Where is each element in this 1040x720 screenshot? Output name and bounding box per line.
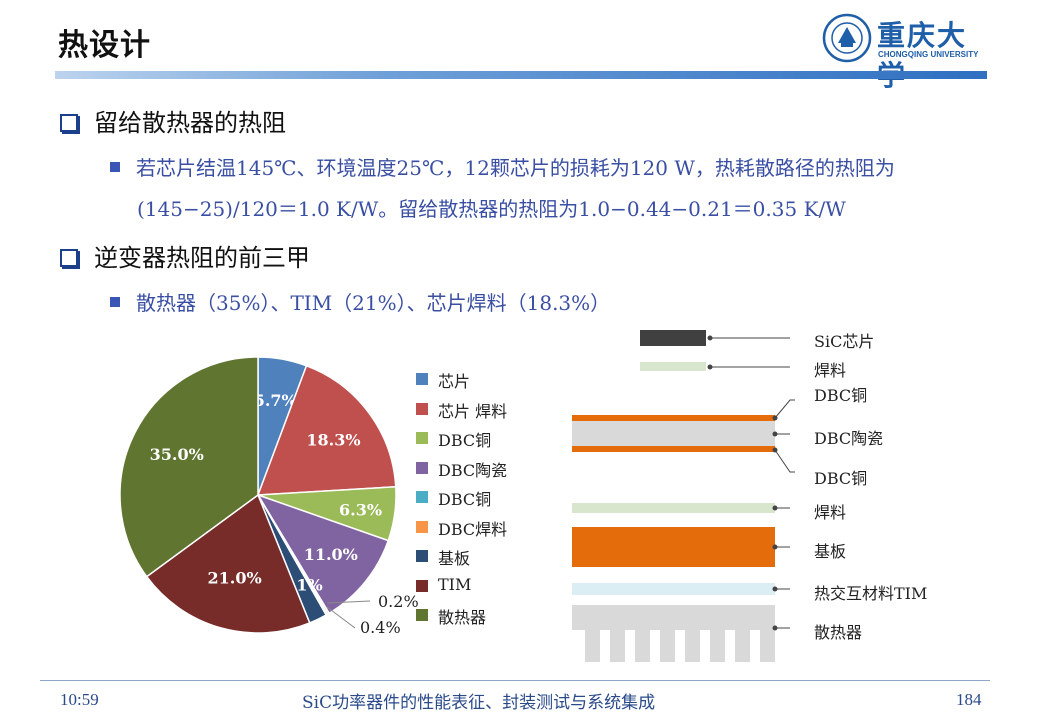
pie-slice: [145, 493, 311, 634]
dbc-copper-bottom-layer: [572, 446, 775, 452]
legend-item: DBC铜: [416, 486, 576, 509]
label-heatsink: 散热器: [814, 623, 863, 642]
legend-item: DBC焊料: [416, 516, 576, 539]
legend-swatch: [416, 373, 428, 385]
legend-item: DBC陶瓷: [416, 457, 576, 480]
label-sic-chip: SiC芯片: [814, 332, 875, 351]
section-heading-2: 逆变器热阻的前三甲: [60, 238, 310, 273]
section-heading-1: 留给散热器的热阻: [60, 103, 286, 138]
section-heading-2-text: 逆变器热阻的前三甲: [94, 244, 310, 272]
pie-slice-label: 0.2%: [378, 592, 419, 611]
label-chip-solder: 焊料: [814, 361, 847, 380]
tim-layer: [572, 583, 775, 595]
footer-time: 10:59: [60, 690, 99, 709]
dbc-ceramic-layer: [572, 421, 775, 446]
bullet-item-1-text: 若芯片结温145℃、环境温度25℃，12颗芯片的损耗为120 W，热耗散路径的热…: [136, 156, 895, 180]
legend-item: 芯片 焊料: [416, 398, 576, 421]
checkbox-bullet-icon: [60, 114, 78, 132]
square-bullet-icon: [110, 162, 120, 172]
label-dbc-copper-bottom: DBC铜: [814, 469, 868, 488]
thermal-resistance-pie-chart: 5.7%18.3%6.3%11.0%0.2%2.1%21.0%35.0%0.4%: [119, 356, 419, 637]
bullet-item-1: 若芯片结温145℃、环境温度25℃，12颗芯片的损耗为120 W，热耗散路径的热…: [110, 152, 895, 181]
pie-leader-line: [326, 600, 371, 604]
module-layer-stack-diagram: [572, 330, 795, 662]
legend-label: DBC焊料: [438, 519, 508, 539]
legend-swatch: [416, 579, 428, 592]
legend-swatch: [416, 609, 428, 621]
pie-slice-label: 21.0%: [208, 568, 262, 587]
legend-item: TIM: [416, 575, 576, 595]
footer-divider: [40, 680, 990, 681]
bullet-item-2: 散热器（35%）、TIM（21%）、芯片焊料（18.3%）: [110, 287, 610, 316]
pie-slice-label: 35.0%: [150, 445, 204, 464]
legend-label: DBC铜: [438, 431, 492, 450]
pie-slice-label: 6.3%: [339, 500, 382, 519]
header-divider-bar: [55, 71, 987, 79]
label-dbc-copper-top: DBC铜: [814, 386, 868, 405]
legend-swatch: [416, 432, 428, 444]
university-logo: 重庆大学 CHONGQING UNIVERSITY: [820, 10, 990, 92]
label-baseplate: 基板: [814, 542, 847, 561]
pie-slice: [119, 356, 259, 578]
legend-label: DBC铜: [438, 490, 492, 509]
legend-label: TIM: [438, 574, 472, 594]
pie-slice-label: 11.0%: [304, 545, 358, 564]
legend-item: 芯片: [416, 368, 576, 391]
legend-swatch: [416, 491, 428, 503]
label-dbc-solder: 焊料: [814, 503, 847, 522]
legend-label: 芯片 焊料: [438, 401, 508, 421]
legend-item: 基板: [416, 545, 576, 568]
pie-slice-label: 5.7%: [254, 391, 297, 410]
legend-label: 散热器: [438, 608, 487, 627]
legend-label: 芯片: [438, 372, 471, 391]
baseplate-layer: [572, 527, 775, 567]
dbc-copper-top-layer: [572, 415, 775, 421]
bullet-item-2-text: 散热器（35%）、TIM（21%）、芯片焊料（18.3%）: [136, 291, 611, 315]
university-seal-icon: [822, 13, 872, 63]
pie-slice-label: 18.3%: [306, 430, 360, 449]
chip-solder-layer: [640, 362, 706, 371]
label-leader-lines: [707, 335, 795, 631]
legend-swatch: [416, 402, 428, 415]
checkbox-bullet-icon: [60, 249, 78, 267]
heatsink-layer: [572, 605, 775, 662]
pie-slice: [256, 493, 390, 615]
legend-swatch: [416, 520, 428, 533]
square-bullet-icon: [110, 297, 120, 307]
pie-leader-line: [326, 606, 356, 629]
slide-title: 热设计: [58, 28, 151, 63]
legend-label: DBC陶瓷: [438, 460, 508, 480]
legend-swatch: [416, 461, 428, 474]
dbc-solder-layer: [572, 503, 775, 513]
sic-chip-layer: [640, 330, 706, 346]
legend-item: 散热器: [416, 604, 576, 627]
legend-item: DBC铜: [416, 427, 576, 450]
page-number: 184: [956, 690, 982, 709]
section-heading-1-text: 留给散热器的热阻: [94, 109, 286, 137]
legend-swatch: [416, 550, 428, 562]
pie-slice-label: 0.4%: [360, 618, 401, 637]
footer-title: SiC功率器件的性能表征、封装测试与系统集成: [302, 693, 656, 713]
label-tim: 热交互材料TIM: [814, 584, 928, 603]
legend-label: 基板: [438, 549, 471, 568]
label-dbc-ceramic: DBC陶瓷: [814, 429, 884, 448]
logo-subtitle: CHONGQING UNIVERSITY: [878, 50, 979, 59]
pie-slice: [256, 364, 397, 496]
bullet-item-1-continuation: (145−25)/120＝1.0 K/W。留给散热器的热阻为1.0−0.44−0…: [137, 197, 846, 221]
